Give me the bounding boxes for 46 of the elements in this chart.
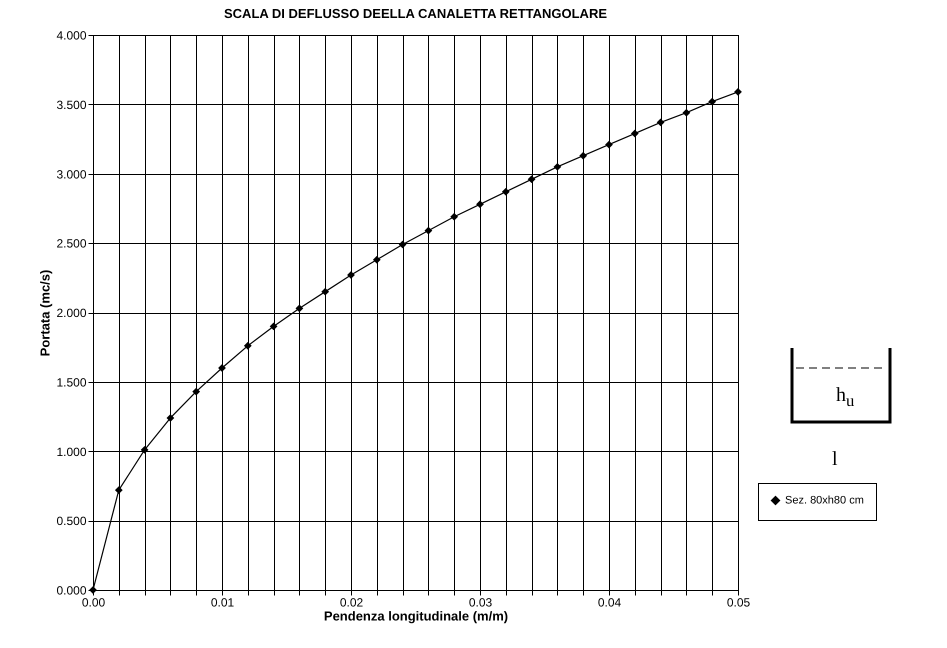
y-tick-label: 2.500 [56, 236, 87, 251]
point [166, 414, 174, 422]
point [218, 364, 226, 372]
point [450, 212, 458, 221]
point [734, 88, 742, 96]
point [270, 322, 278, 330]
x-axis-title: Pendenza longitudinale (m/m) [324, 608, 508, 624]
y-tick-label: 4.000 [56, 28, 87, 42]
y-tick-label: 0.500 [56, 514, 87, 528]
x-tick-label: 0.05 [726, 596, 750, 610]
legend-label: Sez. 80xh80 cm [785, 494, 864, 506]
y-tick-label: 2.000 [56, 306, 87, 320]
point [321, 288, 330, 296]
y-tick-label: 0.000 [56, 584, 87, 598]
y-tick-label: 3.000 [56, 167, 87, 182]
y-tick-label: 3.500 [56, 98, 87, 112]
point [708, 98, 716, 106]
point [682, 108, 690, 117]
point [140, 446, 148, 454]
x-tick-label: 0.04 [598, 596, 622, 610]
point [528, 175, 536, 184]
text: l [832, 448, 838, 471]
point [114, 486, 123, 494]
point [192, 388, 200, 396]
point [244, 342, 252, 350]
point [656, 118, 664, 126]
point [554, 162, 562, 171]
chart-title: SCALA DI DEFLUSSO DEELLA CANALETTA RETTANGOLARE [224, 6, 608, 21]
point [476, 200, 484, 208]
x-tick-label: 0.03 [468, 596, 492, 610]
y-tick-label: 1.500 [56, 375, 87, 390]
y-axis-title: Portata (mc/s) [37, 270, 52, 356]
y-tick-label: 1.000 [56, 444, 87, 459]
point [579, 152, 588, 160]
x-tick-label: 0.01 [210, 596, 234, 610]
point [398, 240, 406, 248]
point [347, 271, 355, 279]
point [424, 226, 432, 235]
point [296, 304, 304, 312]
text: h$_{u}$ [836, 384, 854, 411]
point [502, 188, 510, 196]
point [372, 256, 381, 264]
x-tick-label: 0.00 [82, 596, 106, 610]
point [605, 140, 613, 148]
x-tick-label: 0.02 [340, 596, 364, 610]
point [630, 130, 639, 138]
